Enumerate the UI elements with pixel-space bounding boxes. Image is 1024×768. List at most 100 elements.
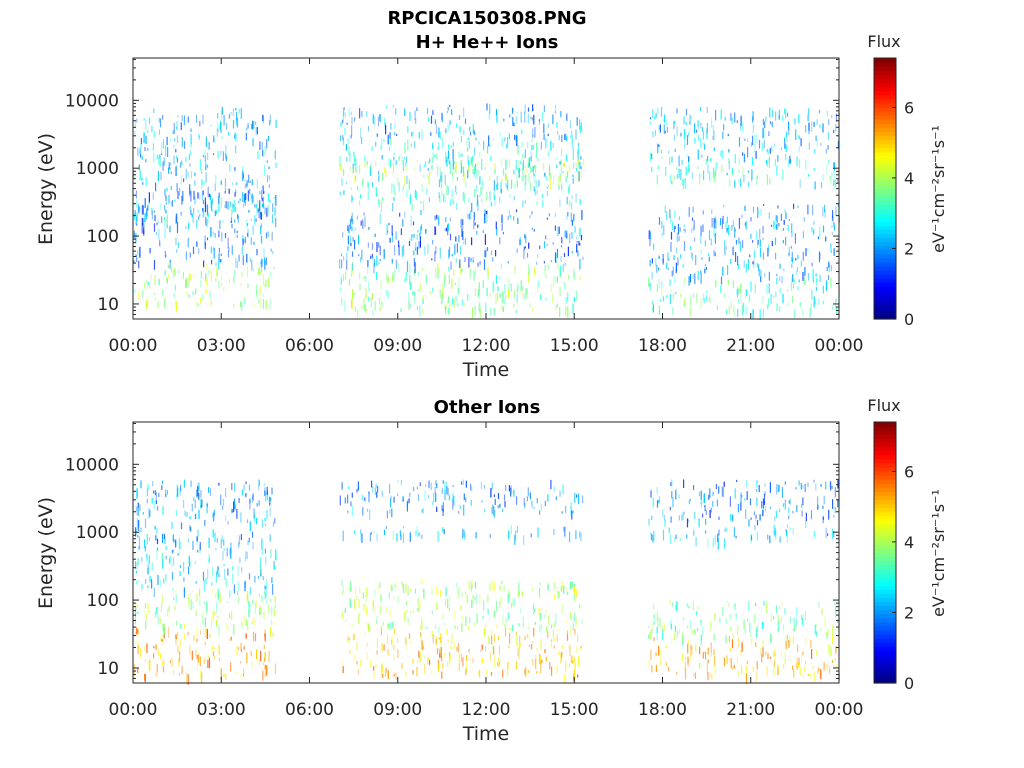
flux-cell (578, 656, 580, 667)
flux-cell (175, 166, 177, 177)
flux-cell (756, 520, 759, 526)
colorbar-swatch (874, 670, 896, 676)
flux-cell (651, 665, 653, 673)
colorbar-swatch (874, 581, 896, 586)
flux-cell (535, 180, 537, 188)
flux-cell (832, 210, 834, 218)
flux-cell (814, 300, 817, 305)
flux-cell (546, 243, 548, 246)
colorbar-swatch (874, 310, 896, 316)
flux-cell (720, 285, 722, 293)
flux-cell (210, 299, 212, 305)
colorbar-swatch (874, 491, 896, 497)
flux-cell (425, 189, 428, 196)
flux-cell (565, 661, 567, 672)
flux-cell (481, 500, 483, 503)
colorbar-swatch (874, 678, 896, 684)
flux-cell (197, 209, 199, 214)
flux-cell (366, 163, 368, 167)
flux-cell (400, 534, 402, 541)
flux-cell (225, 578, 227, 587)
flux-cell (734, 603, 736, 610)
flux-cell (707, 538, 709, 549)
flux-cell (470, 257, 472, 262)
flux-cell (564, 134, 566, 140)
flux-cell (345, 619, 347, 622)
flux-cell (804, 267, 806, 276)
flux-cell (442, 139, 444, 149)
flux-cell (538, 119, 540, 122)
flux-cell (368, 226, 370, 230)
flux-cell (547, 584, 549, 591)
flux-cell (506, 159, 508, 170)
flux-cell (162, 289, 164, 297)
flux-cell (153, 490, 155, 494)
flux-cell (554, 104, 557, 109)
flux-cell (256, 248, 258, 256)
flux-cell (341, 297, 343, 306)
flux-cell (387, 277, 389, 283)
flux-cell (275, 119, 277, 129)
flux-cell (763, 140, 765, 149)
flux-cell (180, 160, 183, 164)
flux-cell (771, 224, 773, 227)
flux-cell (230, 542, 232, 553)
flux-cell (662, 296, 665, 302)
flux-cell (516, 525, 519, 534)
flux-cell (797, 644, 799, 653)
flux-cell (224, 204, 226, 208)
flux-cell (366, 160, 368, 165)
flux-cell (779, 264, 781, 269)
flux-cell (431, 587, 433, 595)
flux-cell (185, 156, 187, 162)
flux-cell (524, 669, 526, 675)
flux-cell (714, 233, 716, 244)
flux-cell (753, 511, 755, 516)
flux-cell (660, 659, 662, 666)
flux-cell (235, 504, 237, 511)
flux-cell (460, 605, 462, 611)
flux-cell (769, 121, 772, 125)
flux-cell (795, 627, 797, 631)
flux-cell (692, 600, 694, 611)
flux-cell (811, 262, 813, 267)
flux-cell (778, 223, 780, 227)
flux-cell (202, 294, 204, 300)
flux-cell (391, 585, 393, 591)
flux-cell (650, 533, 653, 541)
flux-cell (359, 587, 361, 594)
flux-cell (490, 250, 493, 256)
flux-cell (370, 255, 372, 259)
flux-cell (658, 496, 661, 503)
flux-cell (560, 111, 562, 118)
flux-cell (205, 216, 207, 226)
flux-cell (824, 209, 826, 218)
flux-cell (493, 610, 495, 618)
y-tick-label: 10000 (65, 455, 119, 475)
colorbar-swatch (874, 422, 896, 427)
flux-cell (166, 490, 168, 495)
flux-cell (656, 611, 658, 621)
flux-cell (558, 268, 560, 273)
flux-cell (500, 182, 502, 193)
flux-cell (393, 197, 395, 201)
flux-cell (164, 205, 166, 211)
flux-cell (766, 161, 769, 167)
flux-cell (459, 245, 462, 255)
flux-cell (494, 581, 496, 591)
flux-cell (157, 614, 159, 625)
flux-cell (421, 509, 423, 513)
flux-cell (447, 598, 449, 609)
flux-cell (348, 107, 350, 117)
flux-cell (392, 184, 395, 188)
flux-cell (701, 154, 703, 158)
flux-cell (381, 197, 383, 202)
flux-cell (146, 534, 148, 545)
flux-cell (426, 274, 428, 283)
flux-cell (810, 303, 812, 310)
flux-cell (348, 224, 350, 228)
flux-cell (258, 484, 260, 491)
flux-cell (249, 499, 251, 510)
flux-cell (405, 584, 407, 593)
flux-cell (459, 126, 461, 133)
